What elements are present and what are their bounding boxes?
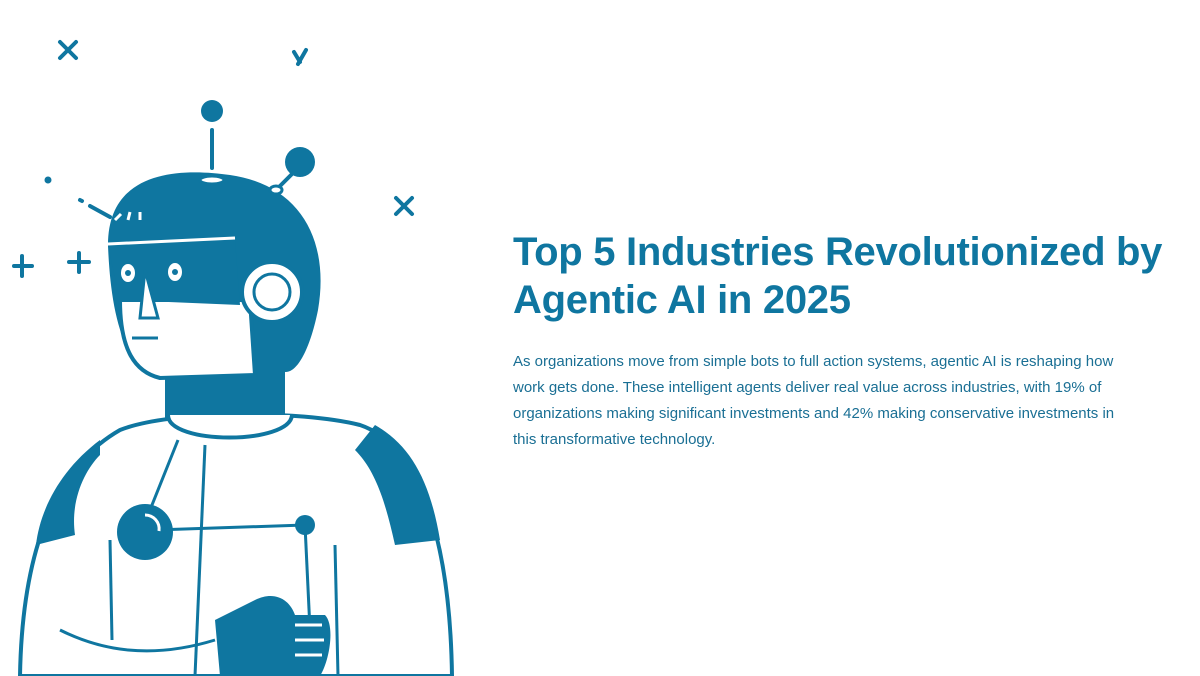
slide-text-column: Top 5 Industries Revolutionized by Agent… (513, 228, 1183, 453)
sparkle-icon (58, 40, 78, 60)
sparkle-icon (394, 196, 414, 216)
plus-icon (12, 254, 34, 278)
sparkle-icon (292, 48, 308, 66)
slide-body-text: As organizations move from simple bots t… (513, 353, 1115, 448)
plus-icon (67, 251, 91, 274)
slide-title: Top 5 Industries Revolutionized by Agent… (513, 230, 1163, 322)
robot-illustration (12, 40, 455, 676)
